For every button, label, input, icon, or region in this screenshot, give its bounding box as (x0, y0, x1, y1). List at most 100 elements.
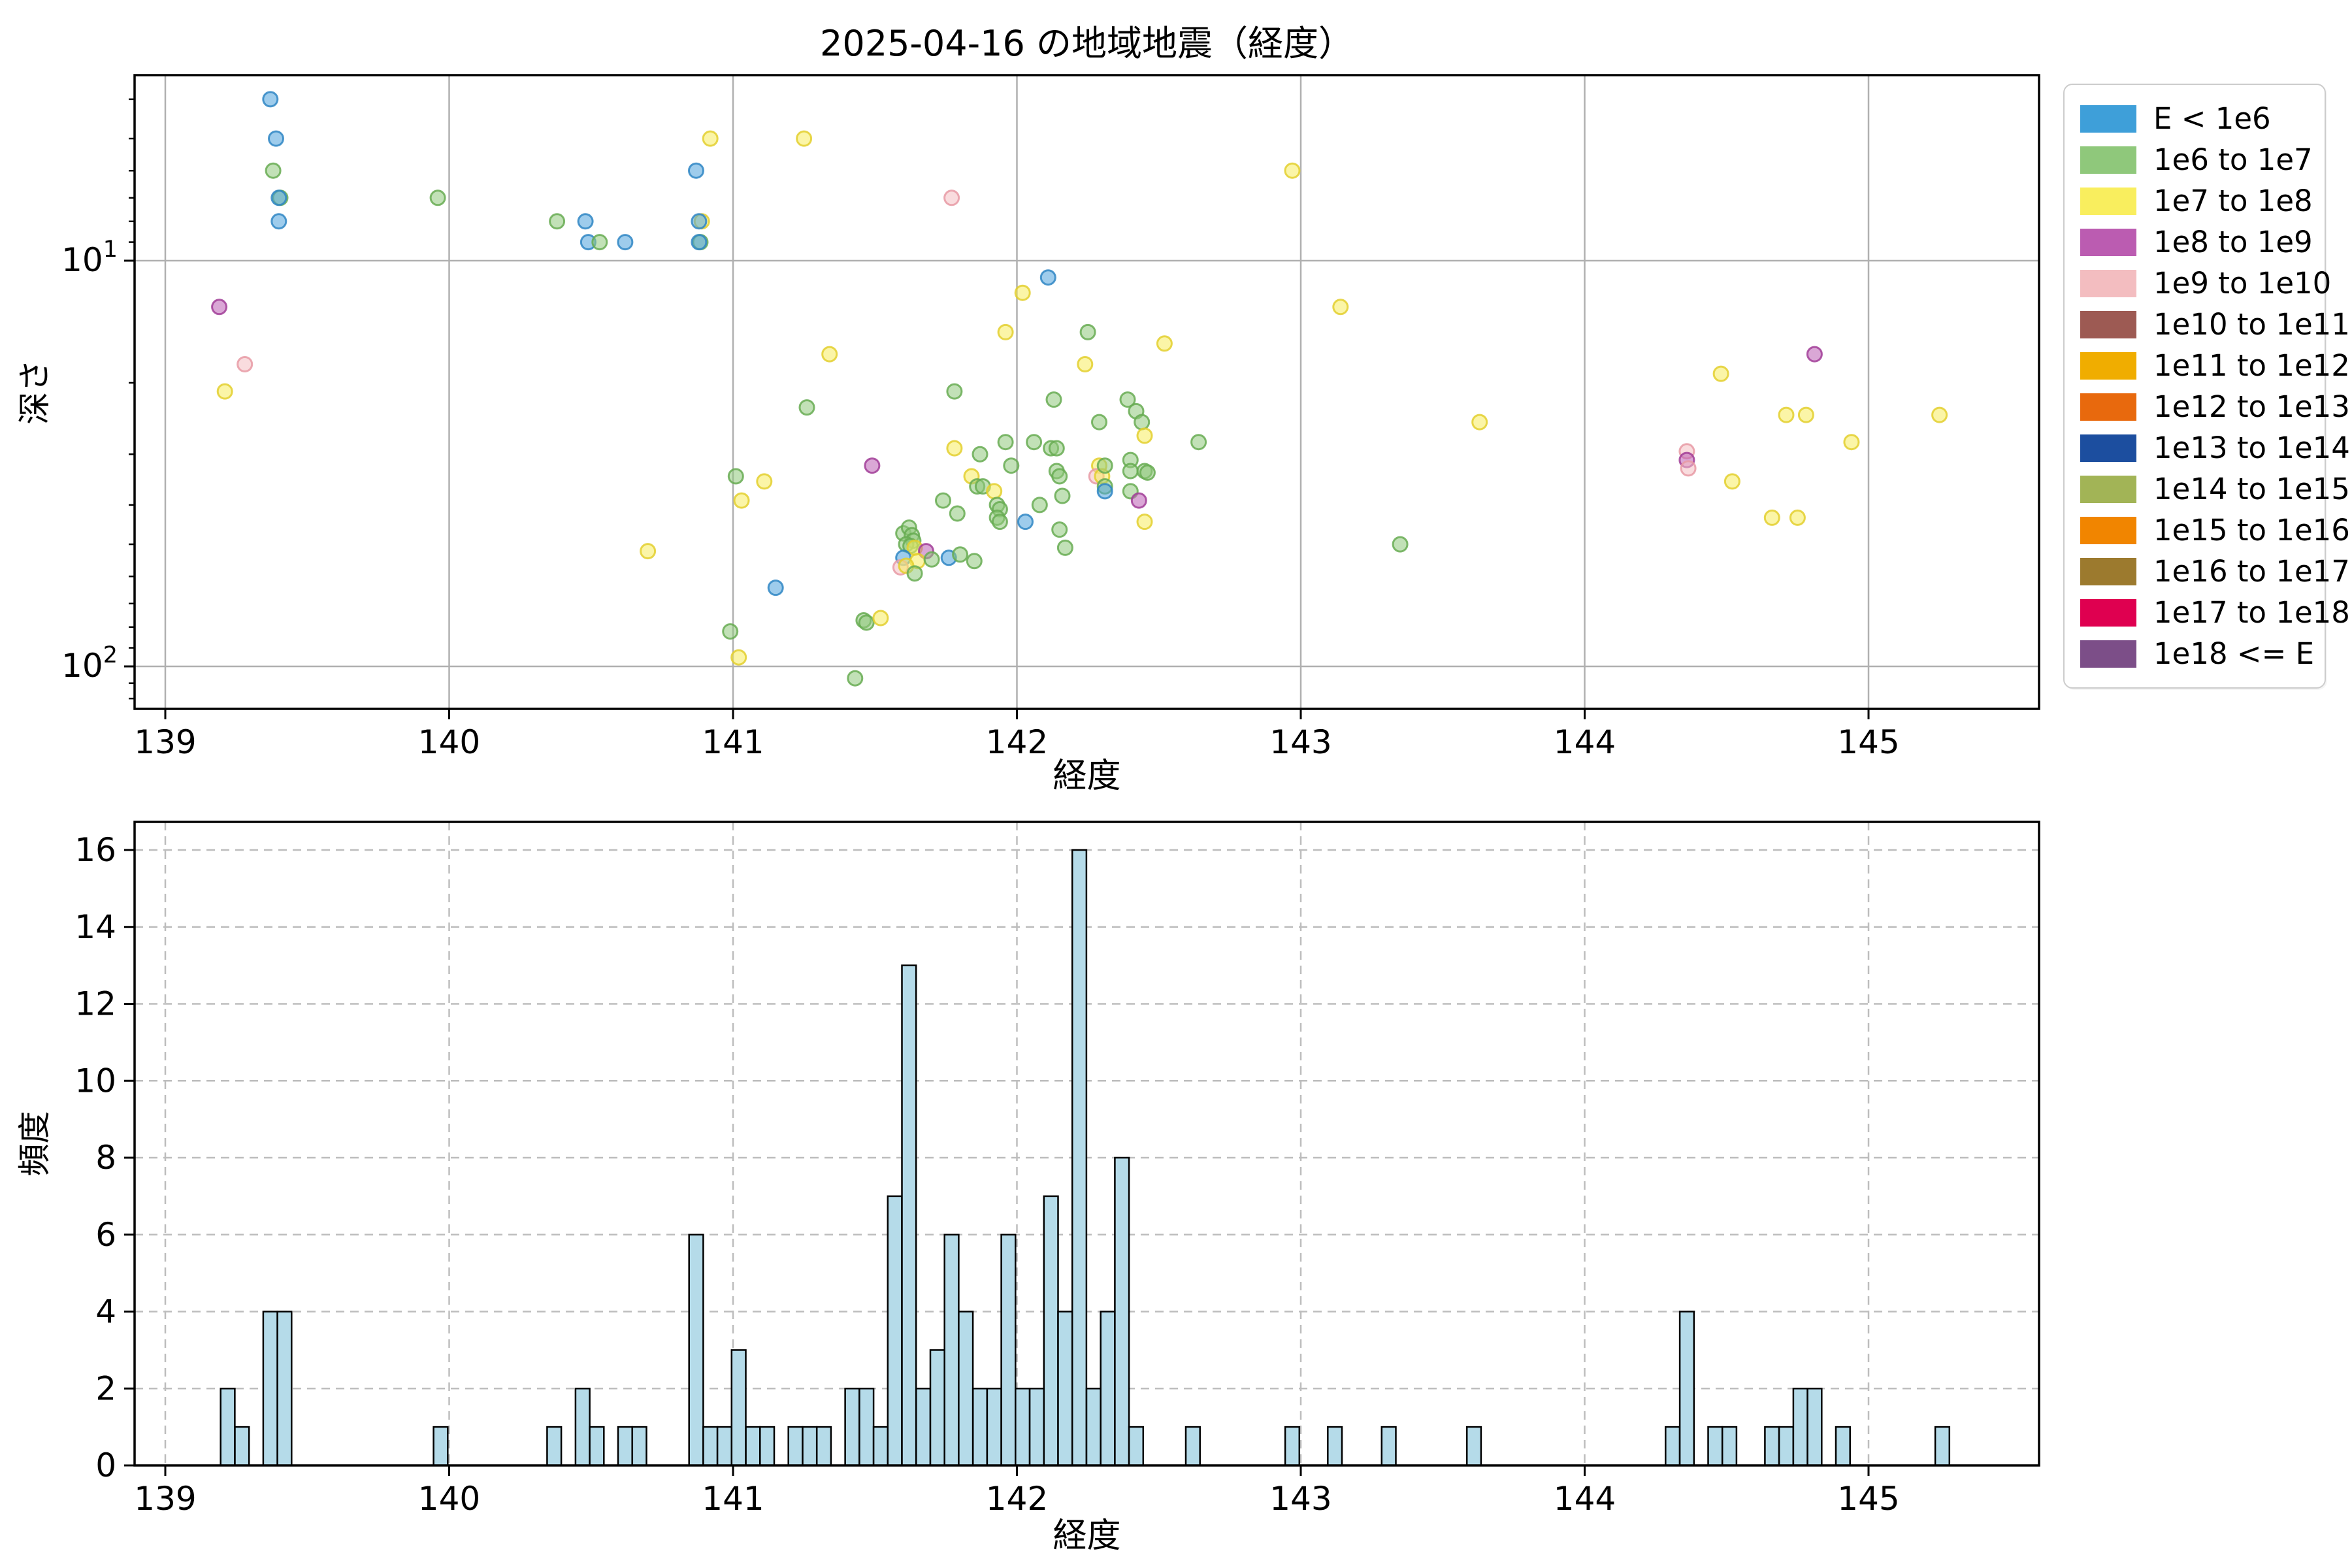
scatter-ylabel: 深さ (16, 359, 54, 425)
y-tick-label: 0 (95, 1446, 116, 1484)
histogram-bar (1284, 1426, 1301, 1467)
earthquake-point (997, 323, 1014, 340)
earthquake-point (270, 189, 287, 206)
x-tick-label: 145 (1837, 1480, 1899, 1518)
histogram-bar (1071, 849, 1088, 1467)
earthquake-point (821, 346, 838, 363)
y-tick-label: 8 (95, 1139, 116, 1177)
legend-label: 1e6 to 1e7 (2153, 142, 2313, 177)
earthquake-point (270, 213, 287, 230)
earthquake-point (702, 130, 719, 147)
earthquake-point (691, 213, 708, 230)
earthquake-point (966, 553, 983, 570)
earthquake-point (722, 623, 739, 640)
earthquake-point (798, 399, 815, 416)
histogram-bar (1707, 1426, 1723, 1467)
x-tick-label: 140 (418, 1480, 480, 1518)
earthquake-point (1026, 434, 1043, 451)
legend-item: 1e6 to 1e7 (2080, 139, 2313, 180)
legend-swatch (2080, 434, 2136, 462)
histogram-bar (688, 1233, 704, 1467)
earthquake-point (1778, 406, 1795, 423)
earthquake-point (1096, 457, 1113, 474)
legend-swatch (2080, 269, 2136, 297)
histogram-bar (617, 1426, 633, 1467)
legend-swatch (2080, 598, 2136, 627)
legend-item: 1e8 to 1e9 (2080, 221, 2313, 263)
histogram-bar (1028, 1388, 1045, 1467)
legend-label: E < 1e6 (2153, 101, 2271, 136)
legend-item: 1e7 to 1e8 (2080, 180, 2313, 221)
histogram-bar (958, 1311, 974, 1467)
legend-item: 1e17 to 1e18 (2080, 592, 2350, 633)
y-tick-label: 16 (74, 831, 116, 869)
earthquake-point (946, 383, 963, 400)
earthquake-point (1051, 521, 1068, 538)
x-tick-label: 144 (1554, 723, 1616, 761)
earthquake-point (1806, 346, 1823, 363)
histogram-bar (887, 1195, 903, 1467)
histogram-bar (1100, 1311, 1116, 1467)
legend-item: 1e9 to 1e10 (2080, 263, 2331, 304)
legend-item: 1e11 to 1e12 (2080, 345, 2350, 386)
legend-swatch (2080, 228, 2136, 256)
earthquake-point (949, 505, 966, 522)
histogram-bar (1184, 1426, 1201, 1467)
axes-frame (133, 821, 2040, 1467)
earthquake-point (262, 91, 279, 108)
legend-swatch (2080, 475, 2136, 503)
legend-swatch (2080, 557, 2136, 585)
legend-swatch (2080, 146, 2136, 174)
earthquake-point (268, 130, 284, 147)
earthquake-point (727, 468, 744, 485)
earthquake-point (429, 189, 446, 206)
histogram-bar (702, 1426, 719, 1467)
histogram-bar (546, 1426, 563, 1467)
histogram-bar (1721, 1426, 1738, 1467)
earthquake-point (1332, 299, 1349, 316)
earthquake-point (1045, 391, 1062, 408)
histogram-bar (433, 1426, 449, 1467)
chart-title: 2025-04-16 の地域地震（経度） (820, 23, 1354, 64)
histogram-bar (844, 1388, 860, 1467)
histogram-bar (589, 1426, 605, 1467)
histogram-bar (901, 964, 917, 1467)
earthquake-point (1156, 335, 1173, 352)
earthquake-point (1031, 497, 1048, 514)
y-tick-label: 12 (74, 985, 116, 1023)
legend-label: 1e18 <= E (2153, 636, 2315, 671)
earthquake-point (1051, 468, 1068, 485)
histogram-bar (730, 1349, 747, 1467)
histogram-bar (1678, 1311, 1695, 1467)
y-tick-label: 6 (95, 1216, 116, 1254)
legend-item: 1e14 to 1e15 (2080, 468, 2350, 510)
legend-item: 1e12 to 1e13 (2080, 386, 2350, 427)
histogram-bar (1057, 1311, 1073, 1467)
earthquake-point (1122, 463, 1139, 480)
y-tick-label: 4 (95, 1293, 116, 1331)
legend-label: 1e7 to 1e8 (2153, 184, 2313, 218)
histogram-bar (972, 1388, 988, 1467)
earthquake-point (617, 234, 634, 251)
earthquake-point (1139, 464, 1156, 481)
earthquake-point (1079, 323, 1096, 340)
hist-ylabel: 頻度 (16, 1111, 54, 1177)
histogram-bar (802, 1426, 818, 1467)
earthquake-point (1136, 514, 1153, 531)
histogram-bar (234, 1426, 250, 1467)
histogram-bar (815, 1426, 832, 1467)
y-tick-label: 10 (74, 1062, 116, 1100)
earthquake-point (1723, 473, 1740, 490)
earthquake-point (1843, 434, 1860, 451)
legend-label: 1e14 to 1e15 (2153, 472, 2350, 506)
histogram-bar (1934, 1426, 1951, 1467)
legend-swatch (2080, 105, 2136, 133)
earthquake-point (1096, 483, 1113, 500)
earthquake-point (796, 130, 813, 147)
legend-item: 1e18 <= E (2080, 633, 2314, 674)
earthquake-point (1931, 406, 1948, 423)
earthquake-point (1039, 269, 1056, 286)
earthquake-point (858, 614, 875, 631)
legend-item: 1e10 to 1e11 (2080, 304, 2350, 345)
